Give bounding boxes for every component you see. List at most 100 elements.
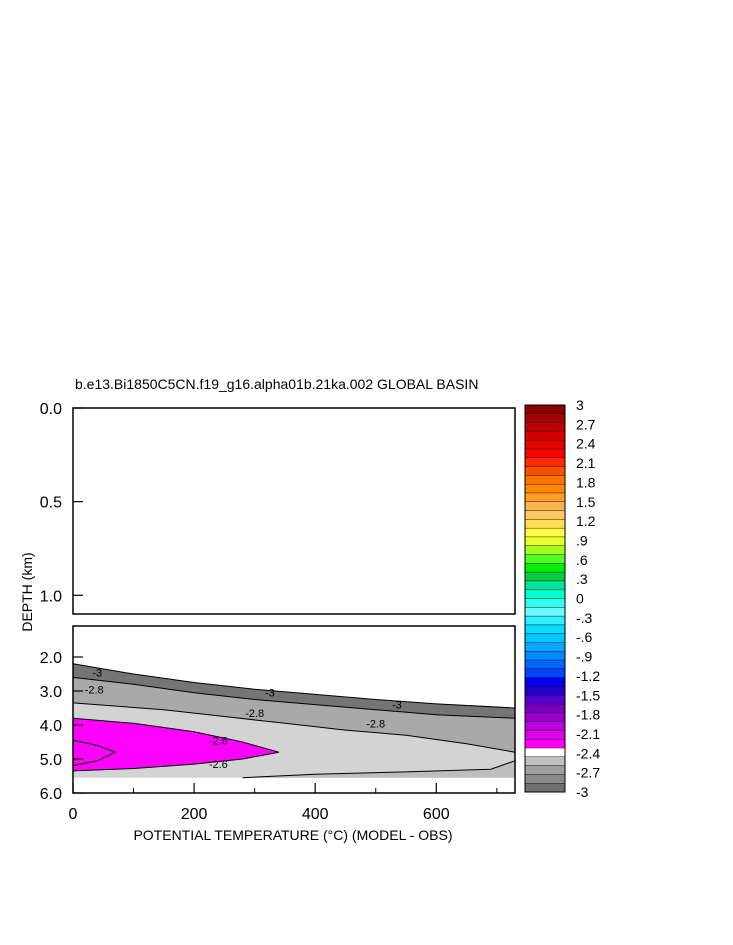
lower-y-tick-label-3: 5.0 — [40, 752, 62, 769]
colorbar-label-4: 1.8 — [576, 474, 596, 490]
upper-y-tick-label-0: 0.0 — [40, 401, 62, 418]
colorbar-box-14 — [524, 527, 566, 538]
contour-line-2 — [72, 702, 516, 753]
colorbar-box-37 — [524, 730, 566, 740]
colorbar-box-11 — [524, 501, 566, 511]
colorbar-label-19: -2.7 — [576, 765, 600, 781]
colorbar-label-5: 1.5 — [576, 494, 596, 510]
contour-label-5: -2.8 — [366, 718, 385, 730]
colorbar-box-22 — [524, 598, 566, 608]
colorbar-box-25 — [524, 624, 566, 635]
colorbar-box-27 — [524, 642, 566, 652]
x-tick-label-3: 600 — [423, 806, 450, 823]
colorbar-box-31 — [524, 677, 566, 687]
colorbar-box-20 — [524, 580, 566, 591]
colorbar-box-39 — [524, 747, 566, 758]
colorbar-label-16: -1.8 — [576, 707, 600, 723]
colorbar-box-21 — [524, 589, 566, 599]
upper-panel-frame — [72, 407, 516, 615]
colorbar-box-7 — [524, 466, 566, 476]
contour-line-3 — [72, 717, 280, 772]
colorbar-box-10 — [524, 492, 566, 503]
colorbar-box-40 — [524, 756, 566, 767]
lower-panel-fills — [73, 663, 515, 778]
filled-region-3 — [242, 760, 515, 778]
lower-panel-contour-labels: -3-3-3-2.8-2.8-2.8-2.6-2.6 — [85, 667, 402, 771]
x-axis-label: POTENTIAL TEMPERATURE (°C) (MODEL - OBS) — [133, 827, 452, 843]
contour-line-0 — [72, 663, 516, 709]
colorbar-box-29 — [524, 659, 566, 670]
colorbar-box-16 — [524, 545, 566, 555]
colorbar-label-12: -.6 — [576, 629, 593, 645]
colorbar-box-13 — [524, 519, 566, 529]
colorbar-box-19 — [524, 571, 566, 582]
colorbar-box-43 — [524, 783, 566, 793]
colorbar-label-11: -.3 — [576, 610, 593, 626]
lower-y-axis: 2.0 3.0 4.0 5.0 6.0 — [40, 650, 83, 803]
colorbar-box-38 — [524, 739, 566, 749]
colorbar-box-9 — [524, 483, 566, 494]
chart-title: b.e13.Bi1850C5CN.f19_g16.alpha01b.21ka.0… — [75, 376, 478, 392]
colorbar-box-5 — [524, 448, 566, 459]
colorbar-frame — [524, 404, 566, 793]
lower-y-tick-label-2: 4.0 — [40, 718, 62, 735]
colorbar-box-17 — [524, 554, 566, 564]
colorbar-box-1 — [524, 413, 566, 423]
contour-label-6: -2.6 — [209, 735, 228, 747]
colorbar-box-6 — [524, 457, 566, 467]
lower-panel-contours — [72, 663, 516, 779]
filled-region-4 — [73, 718, 279, 771]
contour-label-7: -2.6 — [209, 759, 228, 771]
x-axis: 0 200 400 600 — [69, 783, 498, 823]
upper-y-tick-label-1: 0.5 — [40, 495, 62, 512]
colorbar-box-3 — [524, 431, 566, 441]
contour-label-1: -3 — [265, 688, 275, 700]
colorbar-label-20: -3 — [576, 784, 589, 800]
x-tick-label-1: 200 — [181, 806, 208, 823]
contour-line-4 — [72, 739, 117, 767]
colorbar-box-30 — [524, 668, 566, 679]
colorbar-box-34 — [524, 703, 566, 714]
contour-label-4: -2.8 — [245, 708, 264, 720]
colorbar-box-18 — [524, 563, 566, 573]
colorbar-label-10: 0 — [576, 591, 584, 607]
contour-line-1 — [72, 676, 516, 719]
colorbar-box-35 — [524, 712, 566, 723]
colorbar-label-8: .6 — [576, 552, 588, 568]
colorbar-box-23 — [524, 607, 566, 617]
colorbar-box-33 — [524, 695, 566, 705]
y-axis-label: DEPTH (km) — [19, 552, 35, 631]
x-tick-label-2: 400 — [302, 806, 329, 823]
colorbar-label-14: -1.2 — [576, 668, 600, 684]
upper-y-axis: 0.0 0.5 1.0 — [40, 401, 83, 605]
colorbar-label-13: -.9 — [576, 649, 593, 665]
colorbar-label-3: 2.1 — [576, 455, 596, 471]
lower-y-tick-label-1: 3.0 — [40, 684, 62, 701]
colorbar-box-24 — [524, 615, 566, 626]
colorbar-box-42 — [524, 774, 566, 784]
colorbar-label-6: 1.2 — [576, 513, 596, 529]
contour-line-5 — [242, 760, 516, 779]
contour-label-3: -2.8 — [85, 684, 104, 696]
colorbar-label-1: 2.7 — [576, 416, 596, 432]
lower-y-tick-label-4: 6.0 — [40, 786, 62, 803]
colorbar-box-36 — [524, 721, 566, 731]
colorbar-box-2 — [524, 422, 566, 432]
colorbar-box-8 — [524, 475, 566, 485]
colorbar-box-32 — [524, 686, 566, 696]
colorbar-label-17: -2.1 — [576, 726, 600, 742]
colorbar-box-4 — [524, 439, 566, 450]
colorbar-box-0 — [524, 404, 566, 415]
colorbar-box-12 — [524, 510, 566, 520]
colorbar-box-15 — [524, 536, 566, 547]
lower-y-tick-label-0: 2.0 — [40, 650, 62, 667]
colorbar-label-7: .9 — [576, 533, 588, 549]
colorbar — [524, 404, 566, 793]
colorbar-label-18: -2.4 — [576, 745, 600, 761]
colorbar-box-26 — [524, 633, 566, 643]
contour-label-0: -3 — [92, 667, 102, 679]
colorbar-label-2: 2.4 — [576, 436, 596, 452]
filled-region-0 — [73, 663, 515, 719]
x-tick-label-0: 0 — [69, 806, 78, 823]
